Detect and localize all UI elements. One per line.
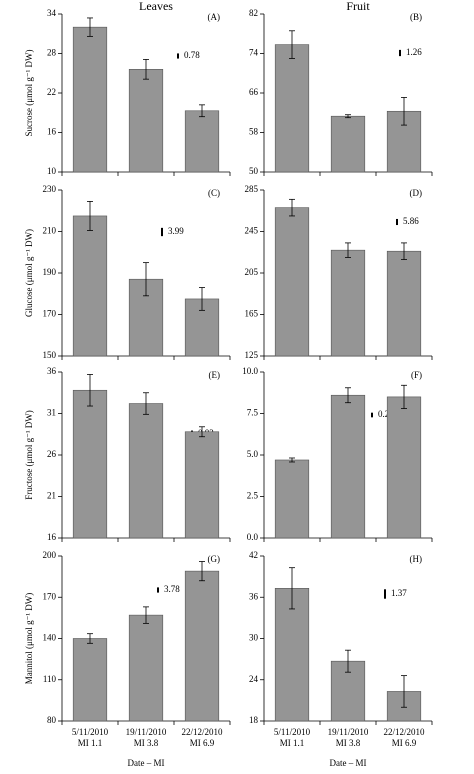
- bar: [72, 389, 108, 539]
- panel-label: (E): [209, 370, 221, 380]
- y-tick-label: 21: [47, 491, 56, 501]
- y-tick-label: 125: [245, 350, 259, 360]
- y-axis-label: Sucrose (μmol g⁻¹ DW): [24, 49, 34, 136]
- y-tick-label: 5.0: [247, 449, 259, 459]
- y-tick-label: 190: [43, 267, 57, 277]
- panel-label: (H): [410, 554, 423, 564]
- bar: [128, 614, 164, 722]
- y-tick-label: 74: [249, 48, 259, 58]
- bar: [72, 215, 108, 357]
- y-tick-label: 28: [47, 48, 57, 58]
- bar: [184, 570, 220, 722]
- y-axis-label: Fructose (μmol g⁻¹ DW): [24, 410, 34, 500]
- panel-label: (A): [208, 12, 221, 22]
- bar: [128, 403, 164, 539]
- bar: [274, 207, 310, 357]
- lsd-label: 1.26: [406, 47, 422, 57]
- x-tick-label: MI 6.9: [190, 738, 215, 748]
- y-tick-label: 170: [43, 309, 57, 319]
- x-tick-label: MI 3.8: [134, 738, 159, 748]
- x-tick-label: MI 1.1: [78, 738, 103, 748]
- lsd-label: 3.99: [168, 226, 184, 236]
- y-tick-label: 18: [249, 715, 259, 725]
- y-tick-label: 50: [249, 166, 259, 176]
- y-tick-label: 245: [245, 226, 259, 236]
- y-tick-label: 36: [47, 366, 57, 376]
- bar: [72, 26, 108, 173]
- lsd-label: 5.86: [403, 216, 419, 226]
- panel-title: Leaves: [139, 0, 173, 13]
- x-tick-label: MI 6.9: [392, 738, 417, 748]
- x-tick-label: MI 1.1: [280, 738, 305, 748]
- y-tick-label: 110: [43, 674, 57, 684]
- y-tick-label: 285: [245, 184, 259, 194]
- bar: [184, 431, 220, 539]
- x-tick-label: 22/12/2010: [383, 727, 425, 737]
- panel-label: (C): [208, 188, 220, 198]
- bar: [330, 394, 366, 539]
- x-tick-label: 22/12/2010: [181, 727, 223, 737]
- y-tick-label: 22: [47, 87, 56, 97]
- lsd-label: 3.78: [164, 584, 180, 594]
- y-tick-label: 165: [245, 309, 259, 319]
- bar: [274, 44, 310, 173]
- y-tick-label: 36: [249, 591, 259, 601]
- x-tick-label: 5/11/2010: [274, 727, 311, 737]
- y-tick-label: 82: [249, 8, 258, 18]
- y-tick-label: 0.0: [247, 532, 259, 542]
- x-tick-label: 19/11/2010: [328, 727, 369, 737]
- bar: [330, 249, 366, 357]
- y-tick-label: 7.5: [247, 408, 259, 418]
- x-axis-label: Date – MI: [128, 758, 165, 768]
- bar: [386, 396, 422, 539]
- y-tick-label: 34: [47, 8, 57, 18]
- y-tick-label: 10: [47, 166, 57, 176]
- x-tick-label: 19/11/2010: [126, 727, 167, 737]
- y-tick-label: 31: [47, 408, 56, 418]
- y-tick-label: 24: [249, 674, 259, 684]
- panel-label: (F): [411, 370, 422, 380]
- y-tick-label: 30: [249, 633, 259, 643]
- y-axis-label: Glucose (μmol g⁻¹ DW): [24, 229, 34, 317]
- bar: [274, 459, 310, 539]
- y-tick-label: 10.0: [242, 366, 258, 376]
- lsd-label: 0.28: [378, 409, 394, 419]
- y-tick-label: 58: [249, 127, 259, 137]
- panel-label: (D): [410, 188, 423, 198]
- y-tick-label: 26: [47, 449, 57, 459]
- bar: [274, 588, 310, 722]
- x-axis-label: Date – MI: [330, 758, 367, 768]
- panel-label: (G): [208, 554, 221, 564]
- y-tick-label: 170: [43, 591, 57, 601]
- y-tick-label: 210: [43, 226, 57, 236]
- y-axis-label: Mannitol (μmol g⁻¹ DW): [24, 593, 34, 685]
- y-tick-label: 205: [245, 267, 259, 277]
- panel-title: Fruit: [346, 0, 370, 13]
- y-tick-label: 42: [249, 550, 258, 560]
- y-tick-label: 16: [47, 532, 57, 542]
- lsd-label: 0.78: [184, 50, 200, 60]
- bar: [386, 250, 422, 357]
- y-tick-label: 150: [43, 350, 57, 360]
- bar: [184, 110, 220, 173]
- lsd-label: 1.37: [391, 588, 407, 598]
- x-tick-label: MI 3.8: [336, 738, 361, 748]
- x-tick-label: 5/11/2010: [72, 727, 109, 737]
- y-tick-label: 200: [43, 550, 57, 560]
- y-tick-label: 140: [43, 633, 57, 643]
- y-tick-label: 80: [47, 715, 57, 725]
- bar: [128, 69, 164, 173]
- panel-label: (B): [410, 12, 422, 22]
- bar: [72, 638, 108, 722]
- y-tick-label: 2.5: [247, 491, 259, 501]
- bar: [330, 115, 366, 173]
- y-tick-label: 16: [47, 127, 57, 137]
- y-tick-label: 66: [249, 87, 259, 97]
- y-tick-label: 230: [43, 184, 57, 194]
